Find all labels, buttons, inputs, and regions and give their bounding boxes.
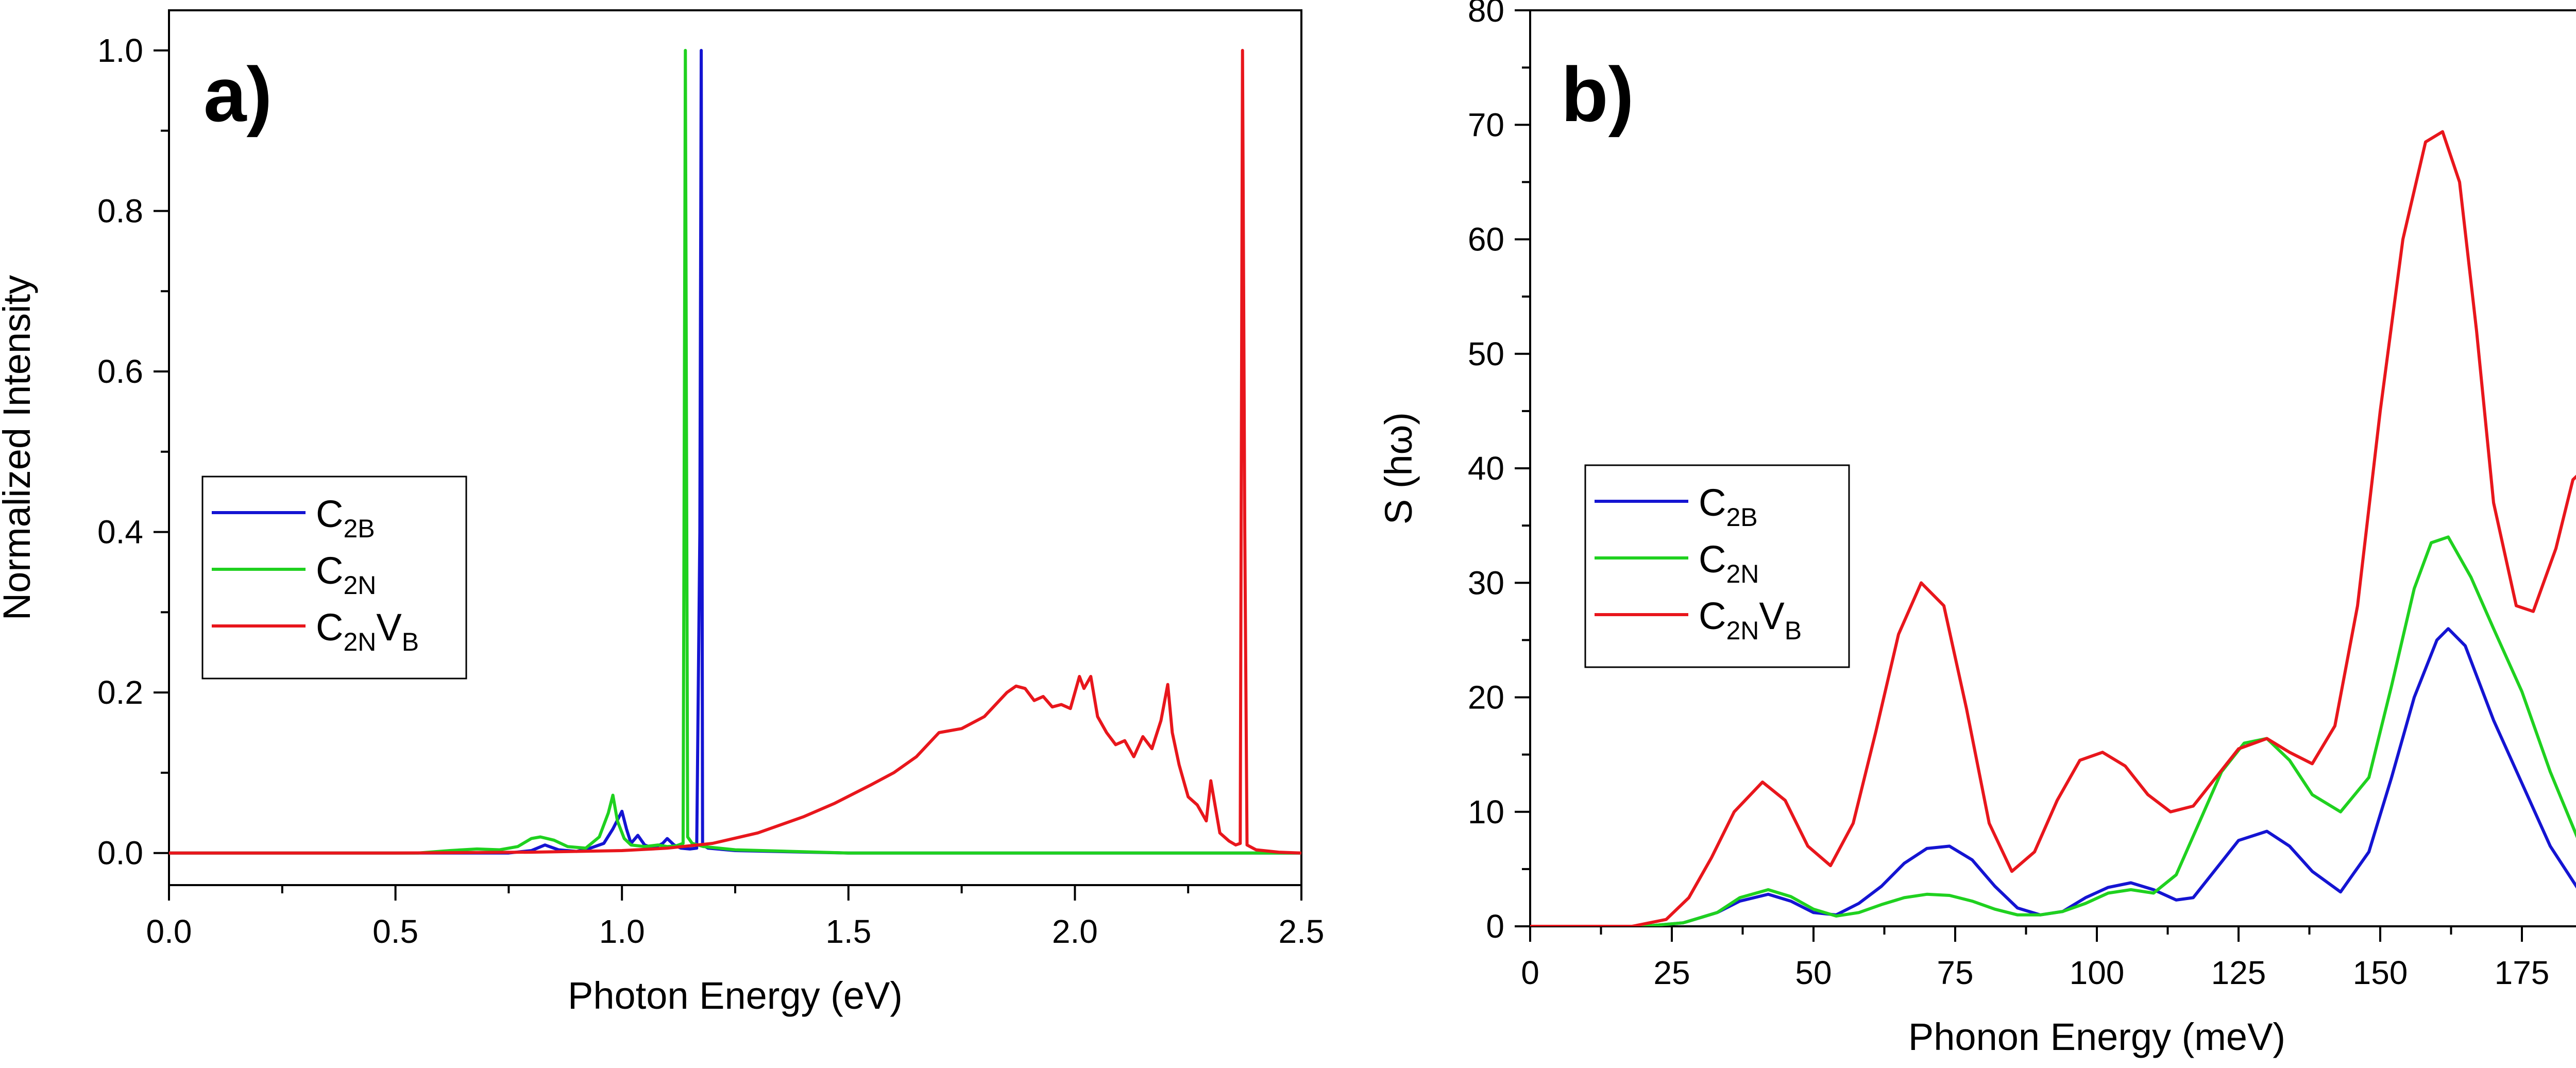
legend-label-C2N: C2N <box>316 549 376 600</box>
y-tick-label: 20 <box>1468 679 1504 716</box>
legend: C2B C2N C2NVB <box>201 476 467 680</box>
x-tick-label: 0.5 <box>372 913 418 950</box>
legend-label-C2NVB: C2NVB <box>1699 595 1802 645</box>
chart-panel-b: 025507510012515017520001020304050607080P… <box>1377 0 2576 1058</box>
y-tick-label: 0.6 <box>97 353 143 390</box>
y-tick-label: 30 <box>1468 564 1504 601</box>
series-line-C2N <box>1530 535 2576 926</box>
x-tick-label: 125 <box>2211 954 2266 991</box>
y-axis-title: Normalized Intensity <box>0 275 38 620</box>
y-tick-label: 70 <box>1468 106 1504 143</box>
y-tick-label: 80 <box>1468 0 1504 29</box>
y-tick-label: 1.0 <box>97 32 143 69</box>
x-tick-label: 75 <box>1937 954 1973 991</box>
y-tick-label: 0.2 <box>97 674 143 711</box>
x-tick-label: 150 <box>2353 954 2408 991</box>
panel-label: a) <box>204 51 272 138</box>
y-tick-label: 40 <box>1468 450 1504 487</box>
legend-box <box>201 476 467 680</box>
x-tick-label: 0 <box>1521 954 1539 991</box>
y-tick-label: 0 <box>1486 908 1504 945</box>
series-line-C2B <box>1530 627 2576 926</box>
x-tick-label: 1.0 <box>599 913 645 950</box>
legend-box <box>1584 464 1850 668</box>
x-tick-label: 175 <box>2495 954 2550 991</box>
y-tick-label: 50 <box>1468 335 1504 372</box>
legend-label-C2NVB: C2NVB <box>316 606 419 656</box>
y-tick-label: 0.0 <box>97 835 143 872</box>
x-tick-label: 2.0 <box>1052 913 1098 950</box>
x-axis-title: Photon Energy (eV) <box>568 974 903 1017</box>
x-axis-title: Phonon Energy (meV) <box>1908 1015 2285 1058</box>
y-tick-label: 10 <box>1468 793 1504 830</box>
panel-label: b) <box>1561 51 1634 138</box>
y-tick-label: 60 <box>1468 221 1504 258</box>
y-axis-title: S (hω) <box>1377 412 1420 524</box>
legend: C2B C2N C2NVB <box>1584 464 1850 668</box>
x-tick-label: 25 <box>1653 954 1690 991</box>
series-line-C2B <box>169 48 1301 855</box>
y-tick-label: 0.4 <box>97 514 143 551</box>
x-tick-label: 0.0 <box>146 913 192 950</box>
series-line-C2NVB <box>169 48 1301 855</box>
legend-label-C2B: C2B <box>316 493 375 543</box>
x-tick-label: 50 <box>1795 954 1832 991</box>
x-tick-label: 1.5 <box>825 913 871 950</box>
y-tick-label: 0.8 <box>97 192 143 229</box>
x-tick-label: 100 <box>2070 954 2125 991</box>
series-line-C2N <box>169 48 1301 855</box>
series-line-C2NVB <box>1530 130 2576 926</box>
x-tick-label: 2.5 <box>1279 913 1325 950</box>
legend-label-C2B: C2B <box>1699 481 1758 532</box>
legend-label-C2N: C2N <box>1699 538 1759 588</box>
chart-panel-a: 0.0 0.5 1.0 1.5 2.0 2.5 0.0 0.2 0.4 0.6 0.8 1.0 Phot… <box>0 9 1325 1017</box>
